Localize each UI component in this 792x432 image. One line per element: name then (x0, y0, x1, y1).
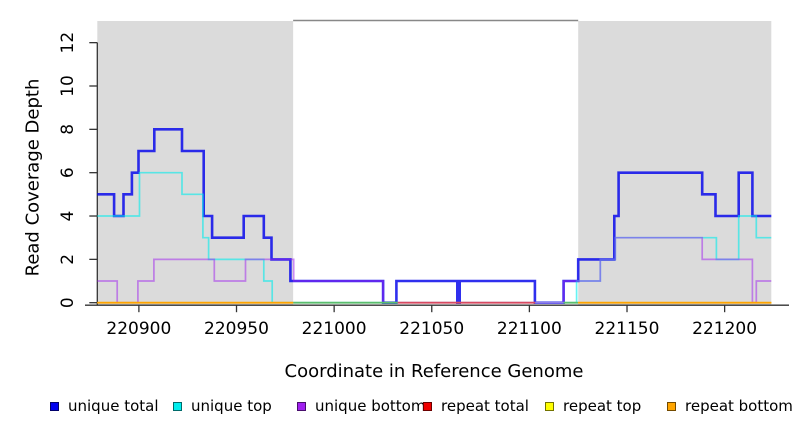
legend-label: repeat bottom (685, 397, 792, 415)
y-tick-label: 10 (58, 75, 78, 97)
legend-swatch (423, 401, 432, 411)
legend: unique total unique top unique bottom repea… (0, 397, 792, 417)
x-tick-label: 221200 (692, 319, 757, 339)
series-unique-bottom-line (97, 236, 772, 304)
legend-swatch (297, 401, 306, 411)
legend-label: unique bottom (315, 397, 426, 415)
x-tick-label: 221000 (302, 319, 367, 339)
repeat-region-shade (578, 21, 772, 305)
legend-label: repeat top (563, 397, 642, 415)
x-tick-label: 221150 (595, 319, 660, 339)
y-tick-label: 0 (58, 297, 78, 308)
legend-item-unique-total: unique total (50, 397, 159, 415)
legend-item-unique-bottom: unique bottom (297, 397, 425, 415)
x-axis-title: Coordinate in Reference Genome (284, 361, 584, 382)
legend-item-unique-top: unique top (173, 397, 272, 415)
legend-swatch (50, 401, 59, 411)
y-axis-title: Read Coverage Depth (22, 78, 44, 277)
y-tick-label: 6 (58, 167, 78, 178)
y-tick-label: 8 (58, 124, 78, 135)
legend-swatch (173, 401, 182, 411)
y-tick-label: 2 (58, 254, 78, 265)
x-tick-label: 221100 (497, 319, 562, 339)
legend-swatch (667, 401, 676, 411)
repeat-region-shade (97, 21, 294, 305)
y-tick-label: 4 (58, 211, 78, 222)
x-tick-label: 221050 (399, 319, 464, 339)
legend-label: repeat total (441, 397, 529, 415)
x-tick-label: 220950 (204, 319, 269, 339)
legend-item-repeat-top: repeat top (545, 397, 641, 415)
legend-item-repeat-total: repeat total (423, 397, 529, 415)
y-tick-label: 12 (58, 32, 78, 54)
legend-swatch (545, 401, 554, 411)
legend-item-repeat-bottom: repeat bottom (667, 397, 792, 415)
x-tick-label: 220900 (106, 319, 171, 339)
legend-label: unique total (68, 397, 159, 415)
legend-label: unique top (191, 397, 272, 415)
